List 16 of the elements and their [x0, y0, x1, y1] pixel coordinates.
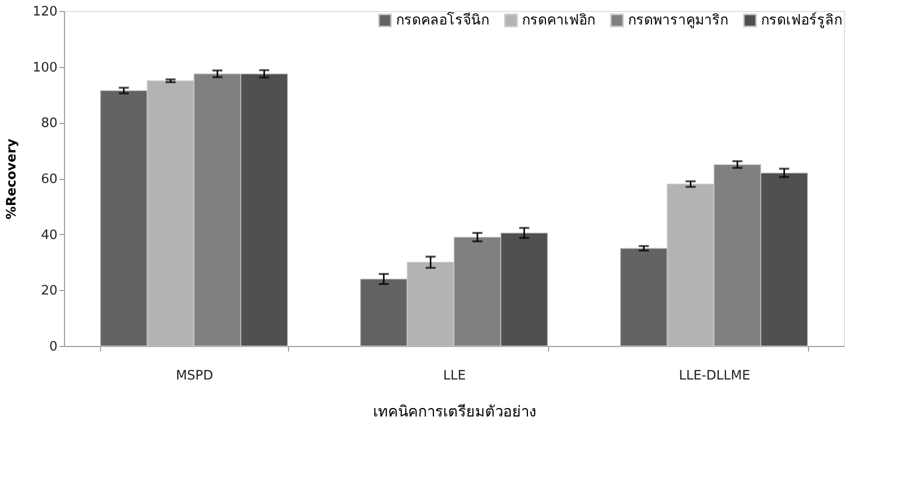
x-tick-label: LLE-DLLME	[678, 368, 750, 384]
y-tick-label: 40	[40, 228, 58, 243]
y-tick-label: 0	[49, 340, 58, 354]
y-tick-label: 100	[32, 60, 58, 76]
legend-label: กรดคาเฟอิก	[522, 12, 595, 28]
legend-label: กรดพาราคูมาริก	[628, 12, 728, 28]
y-tick-label: 80	[40, 116, 58, 132]
y-tick-label: 60	[40, 172, 58, 187]
x-tick-label: MSPD	[176, 368, 214, 384]
y-tick-label: 20	[40, 284, 58, 299]
legend-label: กรดเฟอร์รูลิก	[761, 11, 842, 28]
y-axis-title: %Recovery	[4, 138, 20, 220]
y-tick-label: 120	[32, 4, 58, 20]
legend-label: กรดคลอโรจีนิก	[396, 11, 489, 28]
x-axis-title: เทคนิคการเตรียมตัวอย่าง	[373, 402, 536, 420]
x-tick-label: LLE	[443, 368, 466, 384]
